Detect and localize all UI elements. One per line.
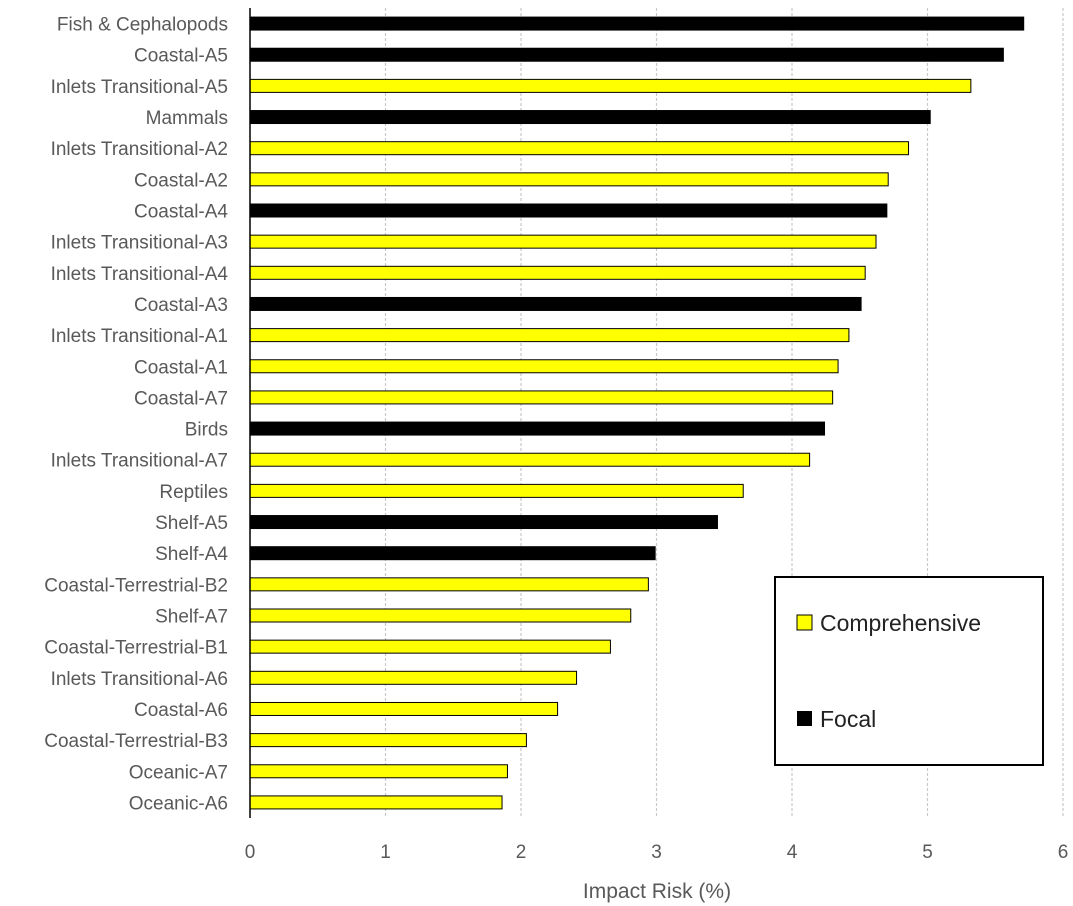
bar [249,733,527,748]
bar [249,328,850,343]
bar [249,16,1025,31]
x-tick-label: 2 [516,842,527,863]
bar [249,483,744,498]
category-label: Inlets Transitional-A2 [51,139,228,160]
category-label: Shelf-A5 [155,513,228,534]
legend-label-focal: Focal [820,706,876,732]
x-tick-label: 0 [245,842,256,863]
category-label: Coastal-A2 [134,170,228,191]
category-label: Coastal-A1 [134,357,228,378]
bar [249,764,508,779]
bar [249,203,888,218]
category-label: Coastal-A4 [134,202,228,223]
x-tick-label: 3 [651,842,662,863]
category-label: Inlets Transitional-A4 [51,264,229,285]
bar [249,172,889,187]
bar [249,421,826,436]
x-tick-label: 5 [922,842,933,863]
x-axis-title: Impact Risk (%) [583,880,731,903]
bar [249,141,910,156]
bar [249,296,862,311]
x-tick-label: 4 [787,842,798,863]
category-label: Oceanic-A6 [129,793,228,814]
category-label: Coastal-A7 [134,388,228,409]
legend-swatch-comprehensive [796,614,813,631]
bar [249,670,578,685]
legend: Comprehensive Focal [774,576,1044,766]
bar [249,265,866,280]
category-label: Coastal-A6 [134,700,228,721]
category-label: Shelf-A7 [155,607,228,628]
category-label: Coastal-Terrestrial-B3 [44,731,228,752]
category-label: Mammals [146,108,228,129]
bar [249,47,1004,62]
category-label: Inlets Transitional-A1 [51,326,228,347]
bar [249,359,839,374]
category-label: Birds [185,420,228,441]
bar [249,795,503,810]
legend-box [774,576,1044,766]
bar [249,78,972,93]
category-label: Coastal-A3 [134,295,228,316]
category-label: Coastal-Terrestrial-B2 [44,575,228,596]
bar [249,577,649,592]
bar [249,639,611,654]
legend-label-comprehensive: Comprehensive [820,610,981,636]
bar [249,110,931,125]
category-label: Shelf-A4 [155,544,228,565]
category-label: Inlets Transitional-A5 [51,77,228,98]
category-label: Fish & Cephalopods [57,15,228,36]
bar [249,546,656,561]
category-label: Inlets Transitional-A6 [51,669,228,690]
category-label: Inlets Transitional-A3 [51,233,228,254]
bar [249,608,632,623]
category-label: Reptiles [159,482,228,503]
bar [249,390,834,405]
category-label: Coastal-Terrestrial-B1 [44,638,228,659]
category-labels: Fish & Cephalopods Coastal-A5 Inlets Trans… [44,15,228,815]
x-tick-label: 1 [380,842,391,863]
legend-swatch-focal [797,711,812,726]
category-label: Coastal-A5 [134,46,228,67]
bar [249,701,559,716]
bar [249,452,811,467]
category-label: Inlets Transitional-A7 [51,451,228,472]
category-label: Oceanic-A7 [129,762,228,783]
bar [249,515,718,530]
bar [249,234,877,249]
x-tick-label: 6 [1058,842,1069,863]
x-tick-labels: 0 1 2 3 4 5 6 [245,842,1069,863]
